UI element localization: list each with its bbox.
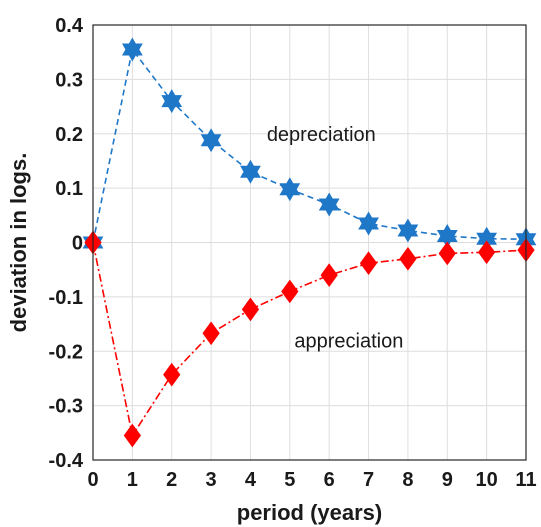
diamond-marker bbox=[202, 321, 220, 346]
star-marker-part bbox=[318, 198, 340, 217]
x-tick-label: 0 bbox=[87, 469, 98, 491]
y-tick-label: 0 bbox=[72, 233, 83, 255]
x-tick-label: 7 bbox=[363, 469, 374, 491]
y-tick-label: -0.4 bbox=[49, 450, 84, 472]
star-marker bbox=[200, 128, 222, 153]
star-marker bbox=[358, 211, 379, 236]
annotation-label: depreciation bbox=[267, 124, 376, 146]
star-marker bbox=[397, 218, 419, 243]
tick-labels: 0 1 2 3 4 5 6 7 8 9 10 11 -0.4 -0.3 -0.2 -0.1 0 0.1 0.2 0.3… bbox=[49, 15, 537, 491]
star-marker bbox=[436, 223, 458, 248]
y-tick-label: -0.1 bbox=[49, 287, 83, 309]
star-marker bbox=[279, 177, 301, 202]
star-marker-part bbox=[200, 134, 222, 153]
star-marker-part bbox=[121, 43, 143, 62]
series-layer bbox=[82, 37, 537, 448]
diamond-marker bbox=[241, 297, 260, 322]
y-tick-label: 0.1 bbox=[55, 178, 83, 200]
x-tick-label: 6 bbox=[324, 469, 335, 491]
star-marker-part bbox=[161, 95, 183, 114]
star-marker-part bbox=[358, 217, 379, 236]
plot-area-frame bbox=[92, 24, 527, 461]
y-tick-label: 0.4 bbox=[55, 15, 84, 37]
annotation-label: appreciation bbox=[294, 330, 403, 352]
diamond-marker bbox=[123, 423, 141, 448]
y-tick-label: 0.2 bbox=[55, 124, 83, 146]
diamond-marker bbox=[281, 279, 299, 304]
y-tick-label: -0.3 bbox=[49, 396, 83, 418]
diamond-marker bbox=[438, 241, 456, 266]
diamond-marker bbox=[359, 251, 378, 276]
star-marker bbox=[318, 192, 340, 217]
x-axis-label: period (years) bbox=[237, 500, 383, 525]
star-marker bbox=[161, 89, 183, 114]
star-marker-part bbox=[240, 165, 261, 184]
diamond-marker bbox=[320, 263, 338, 287]
star-marker bbox=[240, 159, 261, 184]
star-marker-part bbox=[436, 229, 458, 248]
star-marker bbox=[121, 37, 143, 62]
annotations: depreciation appreciation bbox=[267, 124, 404, 353]
y-tick-label: 0.3 bbox=[55, 69, 83, 91]
y-axis-label: deviation in logs. bbox=[6, 153, 31, 333]
x-tick-label: 2 bbox=[166, 469, 177, 491]
star-marker-part bbox=[397, 224, 419, 243]
x-tick-label: 10 bbox=[476, 469, 498, 491]
diamond-marker bbox=[478, 240, 496, 265]
y-tick-label: -0.2 bbox=[49, 341, 83, 363]
x-tick-label: 9 bbox=[442, 469, 453, 491]
x-tick-label: 1 bbox=[127, 469, 138, 491]
diamond-marker bbox=[399, 246, 417, 271]
x-tick-label: 3 bbox=[206, 469, 217, 491]
series-depreciation bbox=[82, 37, 537, 255]
x-tick-label: 8 bbox=[402, 469, 413, 491]
series-appreciation bbox=[84, 230, 535, 448]
x-tick-label: 4 bbox=[245, 469, 257, 491]
series-line bbox=[92, 242, 527, 438]
diamond-marker bbox=[163, 362, 181, 387]
x-tick-label: 11 bbox=[515, 469, 536, 491]
star-marker-part bbox=[279, 183, 301, 202]
x-tick-label: 5 bbox=[284, 469, 295, 491]
